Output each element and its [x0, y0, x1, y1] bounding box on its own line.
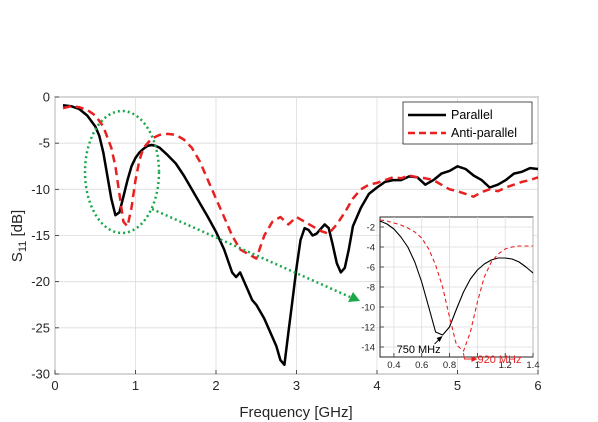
series-lines: [62, 104, 539, 367]
x-tick-label: 0.8: [443, 360, 456, 371]
annotation-arrowhead-750: [436, 336, 443, 342]
legend-label-anti-parallel: Anti-parallel: [451, 126, 517, 140]
y-tick-label: -5: [38, 136, 50, 151]
annotation-arrowhead-920: [471, 356, 478, 362]
series-line-parallel: [379, 220, 534, 336]
inset-grid: [380, 217, 534, 357]
highlight-arrow-head: [348, 292, 360, 302]
legend: Parallel Anti-parallel: [402, 101, 533, 145]
inset-annotations: 750 MHz 920 MHz: [397, 336, 521, 366]
legend-box: [402, 101, 533, 145]
y-tick-label: -25: [31, 320, 50, 335]
x-tick-label: 6: [534, 378, 541, 393]
y-axis-label: S11 [dB]: [9, 210, 29, 262]
x-tick-label: 1: [475, 360, 480, 371]
y-tick-label: -6: [367, 263, 375, 274]
x-axis-label: Frequency [GHz]: [239, 404, 352, 421]
y-tick-label: -4: [367, 243, 375, 254]
x-tick-label: 5: [454, 378, 461, 393]
inset-y-ticks: -2 -4 -6 -8 -10 -12 -14: [361, 223, 384, 354]
inset-x-ticks: 0.4 0.6 0.8 1 1.2 1.4: [387, 353, 540, 371]
y-axis-label-unit: [dB]: [9, 210, 26, 241]
annotation-label-750: 750 MHz: [397, 344, 441, 356]
y-tick-label: -14: [361, 343, 375, 354]
y-axis-ticks: 0 -5 -10 -15 -20 -25 -30: [31, 90, 59, 382]
y-tick-label: -15: [31, 228, 50, 243]
inset-chart: 0.4 0.6 0.8 1 1.2 1.4 -2 -4 -6 -8 -10 -12 -14 750 M…: [361, 216, 540, 371]
y-tick-label: -12: [361, 323, 375, 334]
y-tick-label: -10: [361, 303, 375, 314]
x-tick-label: 2: [212, 378, 219, 393]
annotation-label-920: 920 MHz: [477, 354, 521, 366]
highlight-arrow: [151, 207, 351, 299]
y-tick-label: -2: [367, 223, 375, 234]
x-tick-label: 1: [132, 378, 139, 393]
y-tick-label: -20: [31, 274, 50, 289]
y-tick-label: -8: [367, 283, 375, 294]
y-tick-label: -30: [31, 367, 50, 382]
y-tick-label: 0: [43, 90, 50, 105]
x-tick-label: 1.2: [499, 360, 512, 371]
x-tick-label: 3: [293, 378, 300, 393]
x-tick-label: 4: [373, 378, 380, 393]
series-line-anti-parallel: [62, 104, 539, 260]
inset-series-lines: [379, 219, 534, 352]
y-tick-label: -10: [31, 182, 50, 197]
series-line-parallel: [62, 104, 539, 367]
annotation-arrow-920: [463, 352, 474, 360]
x-tick-label: 0.6: [415, 360, 428, 371]
y-axis-label-sub: 11: [17, 241, 29, 252]
x-tick-label: 0: [51, 378, 58, 393]
x-tick-label: 0.4: [387, 360, 400, 371]
highlight-ellipse: [83, 109, 161, 235]
x-axis-ticks: 0 1 2 3 4 5 6: [51, 370, 542, 393]
series-line-anti-parallel: [379, 219, 533, 352]
x-tick-label: 1.4: [526, 360, 539, 371]
legend-label-parallel: Parallel: [451, 108, 493, 122]
y-axis-label-main: S: [9, 252, 26, 262]
